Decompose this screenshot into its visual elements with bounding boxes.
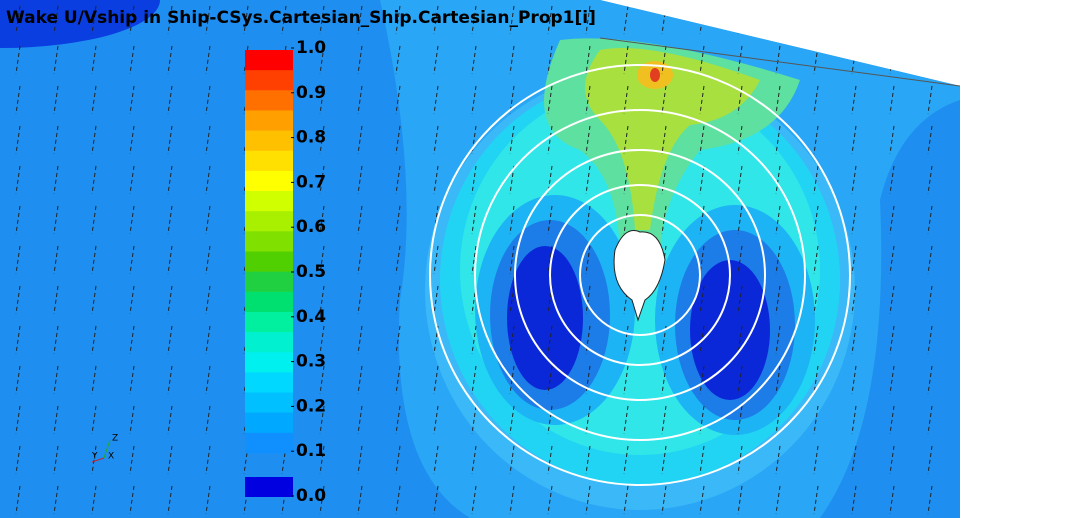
colorbar-band xyxy=(245,477,293,497)
colorbar-label: 0.8 xyxy=(296,128,326,148)
colorbar-band xyxy=(245,170,293,192)
colorbar-label: 1.0 xyxy=(296,38,326,58)
colorbar-band xyxy=(245,90,293,111)
colorbar-band xyxy=(245,150,293,172)
triad-label: Z xyxy=(112,434,118,444)
colorbar-label: 0.1 xyxy=(296,441,326,461)
colorbar-band xyxy=(245,311,293,333)
colorbar-label: 0.7 xyxy=(296,172,326,192)
colorbar-band xyxy=(245,392,293,414)
colorbar-band xyxy=(245,291,293,313)
colorbar-label: 0.3 xyxy=(296,352,326,372)
colorbar-band xyxy=(245,191,293,212)
colorbar-label: 0.4 xyxy=(296,307,326,327)
colorbar-band xyxy=(245,50,293,71)
triad-label: Y xyxy=(91,452,98,462)
colorbar-label: 0.2 xyxy=(296,396,326,416)
colorbar-band xyxy=(245,372,293,394)
contour-field xyxy=(0,0,960,518)
colorbar-band xyxy=(245,271,293,293)
triad-label: X xyxy=(108,452,114,462)
colorbar-band xyxy=(245,211,293,232)
colorbar-label: 0.5 xyxy=(296,262,326,282)
colorbar: 1.0 0.9 0.8 0.7 0.6 0.5 0.4 0.3 0.2 0.1 0.0 xyxy=(245,38,326,506)
colorbar-band xyxy=(245,352,293,373)
colorbar-label: 0.6 xyxy=(296,217,326,237)
axis-triad: Z Y X xyxy=(91,434,118,463)
colorbar-band xyxy=(245,130,293,152)
colorbar-band xyxy=(245,231,293,252)
colorbar-band xyxy=(245,432,293,454)
colorbar-band xyxy=(245,412,293,434)
title: Wake U/Vship in Ship-CSys.Cartesian_Ship… xyxy=(6,8,596,28)
colorbar-band xyxy=(245,70,293,91)
colorbar-band xyxy=(245,251,293,273)
colorbar-band xyxy=(245,332,293,353)
colorbar-label: 0.9 xyxy=(296,83,326,103)
colorbar-label: 0.0 xyxy=(296,486,326,506)
hull-line xyxy=(599,37,961,87)
colorbar-band xyxy=(245,110,293,132)
